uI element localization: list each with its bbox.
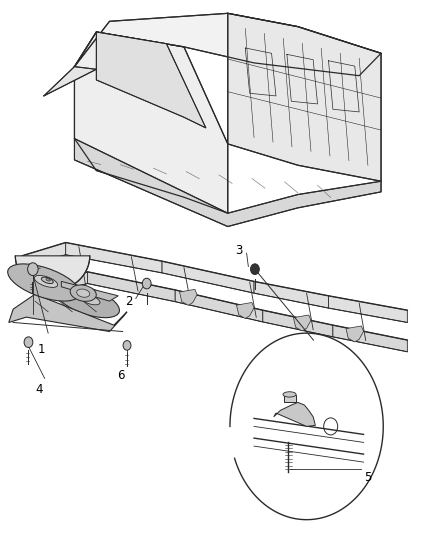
- Polygon shape: [15, 256, 90, 290]
- Polygon shape: [274, 402, 315, 426]
- Circle shape: [24, 337, 33, 348]
- Text: 4: 4: [35, 383, 43, 395]
- Polygon shape: [284, 395, 296, 402]
- Polygon shape: [346, 326, 364, 342]
- Polygon shape: [162, 261, 254, 293]
- Ellipse shape: [41, 277, 53, 284]
- Polygon shape: [180, 289, 197, 305]
- Polygon shape: [44, 272, 88, 294]
- Polygon shape: [96, 32, 206, 128]
- Ellipse shape: [56, 285, 120, 318]
- Polygon shape: [66, 243, 162, 273]
- Polygon shape: [333, 325, 407, 352]
- Polygon shape: [254, 281, 328, 308]
- Circle shape: [123, 341, 131, 350]
- Ellipse shape: [70, 285, 96, 301]
- Polygon shape: [175, 290, 263, 322]
- Ellipse shape: [80, 294, 100, 305]
- Polygon shape: [228, 13, 381, 181]
- Ellipse shape: [46, 279, 50, 281]
- Polygon shape: [61, 281, 118, 301]
- Polygon shape: [293, 315, 311, 331]
- Circle shape: [28, 263, 38, 276]
- Polygon shape: [22, 243, 66, 268]
- Ellipse shape: [34, 276, 58, 287]
- Ellipse shape: [283, 392, 296, 397]
- Ellipse shape: [77, 289, 90, 297]
- Polygon shape: [74, 139, 381, 227]
- Polygon shape: [74, 13, 381, 76]
- Polygon shape: [263, 310, 333, 337]
- Polygon shape: [328, 296, 407, 322]
- Text: 6: 6: [117, 369, 124, 382]
- Text: 5: 5: [364, 471, 371, 483]
- Circle shape: [251, 264, 259, 274]
- Text: 2: 2: [125, 295, 133, 308]
- Polygon shape: [9, 294, 127, 332]
- Text: 3: 3: [235, 244, 242, 257]
- Text: 1: 1: [38, 343, 46, 356]
- Polygon shape: [44, 67, 96, 96]
- Ellipse shape: [8, 264, 80, 301]
- Polygon shape: [237, 303, 254, 319]
- Circle shape: [142, 278, 151, 289]
- Polygon shape: [88, 272, 175, 302]
- Polygon shape: [74, 32, 228, 213]
